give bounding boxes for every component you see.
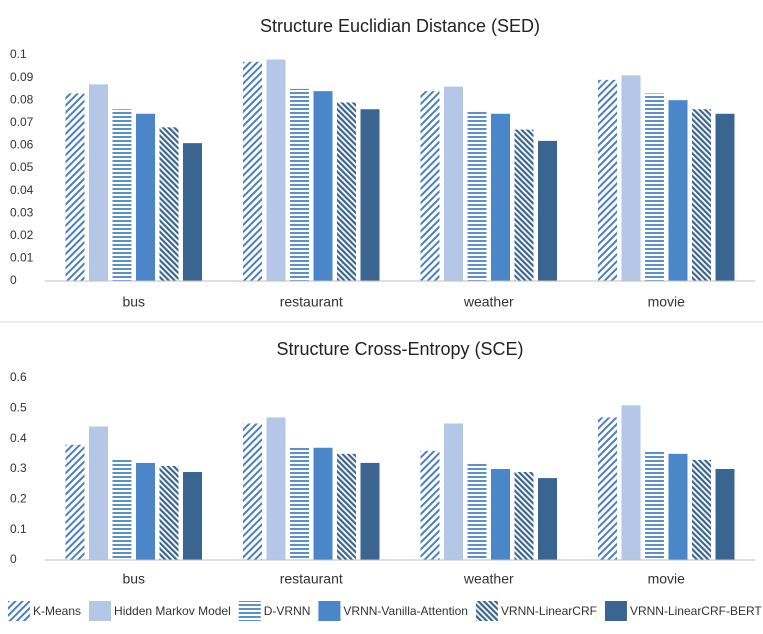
- y-tick-label: 0.01: [10, 251, 34, 265]
- legend-swatch: [89, 601, 112, 621]
- y-tick-label: 0.02: [10, 228, 34, 242]
- x-tick-label: bus: [122, 294, 145, 310]
- bar: [337, 453, 356, 560]
- bar: [112, 109, 132, 282]
- bar: [491, 469, 510, 560]
- bar: [645, 93, 664, 281]
- bar: [645, 450, 664, 560]
- legend-label: D-VRNN: [264, 604, 311, 618]
- bar: [266, 417, 286, 560]
- y-tick-label: 0.2: [10, 492, 27, 506]
- bar: [183, 472, 202, 560]
- bar: [136, 462, 155, 560]
- y-tick-label: 0: [10, 552, 17, 566]
- legend-label: Hidden Markov Model: [114, 604, 231, 618]
- bar: [266, 59, 286, 281]
- bar: [467, 111, 487, 281]
- legend-label: K-Means: [33, 604, 81, 618]
- bar: [65, 444, 85, 560]
- legend-label: VRNN-LinearCRF-BERT: [630, 604, 762, 618]
- legend-label: VRNN-LinearCRF: [501, 604, 597, 618]
- bar: [444, 423, 463, 560]
- chart-title: Structure Cross-Entropy (SCE): [276, 339, 523, 359]
- bar: [514, 129, 534, 281]
- y-tick-label: 0.09: [10, 70, 34, 84]
- legend-swatch: [604, 601, 627, 621]
- bar: [159, 127, 179, 281]
- y-tick-label: 0: [10, 273, 17, 287]
- bar: [159, 465, 179, 560]
- bar: [360, 462, 380, 560]
- bar: [136, 113, 155, 281]
- x-tick-label: restaurant: [280, 571, 343, 587]
- legend-label: VRNN-Vanilla-Attention: [343, 604, 468, 618]
- bar: [668, 453, 688, 560]
- bar: [89, 84, 108, 281]
- y-tick-label: 0.5: [10, 401, 27, 415]
- x-tick-label: bus: [122, 571, 145, 587]
- bar: [243, 423, 262, 560]
- y-tick-label: 0.07: [10, 115, 34, 129]
- y-tick-label: 0.06: [10, 138, 34, 152]
- bar: [420, 450, 440, 560]
- legend-swatch: [238, 601, 261, 621]
- bar: [65, 93, 85, 281]
- x-tick-label: movie: [648, 294, 686, 310]
- x-tick-label: movie: [648, 571, 686, 587]
- bar: [243, 61, 262, 281]
- y-tick-label: 0.6: [10, 370, 27, 384]
- bar: [89, 426, 108, 560]
- bar: [467, 462, 487, 560]
- bar: [598, 79, 617, 281]
- bar: [313, 447, 333, 560]
- bar: [621, 75, 641, 281]
- x-tick-label: restaurant: [280, 294, 343, 310]
- y-tick-label: 0.05: [10, 160, 34, 174]
- bar: [420, 91, 440, 281]
- bar: [621, 405, 641, 560]
- bar: [715, 469, 735, 560]
- legend-swatch: [475, 601, 498, 621]
- bar: [290, 88, 309, 282]
- y-tick-label: 0.1: [10, 522, 27, 536]
- y-tick-label: 0.04: [10, 183, 34, 197]
- y-tick-label: 0.03: [10, 205, 34, 219]
- y-tick-label: 0.1: [10, 47, 27, 61]
- bar: [598, 417, 617, 560]
- bar: [444, 86, 463, 281]
- y-tick-label: 0.3: [10, 461, 27, 475]
- bar: [360, 109, 380, 282]
- bar: [715, 113, 735, 281]
- bar: [491, 113, 510, 281]
- legend-swatch: [8, 601, 30, 621]
- bar: [692, 109, 711, 282]
- bar: [313, 91, 333, 281]
- bar: [183, 143, 202, 281]
- x-tick-label: weather: [463, 571, 514, 587]
- bar: [668, 100, 688, 281]
- bar: [112, 459, 132, 560]
- bar: [538, 140, 557, 281]
- x-tick-label: weather: [463, 294, 514, 310]
- bar: [692, 459, 711, 560]
- bar: [337, 102, 356, 282]
- y-tick-label: 0.4: [10, 431, 27, 445]
- legend-swatch: [318, 601, 341, 621]
- y-tick-label: 0.08: [10, 92, 34, 106]
- bar: [514, 472, 534, 560]
- bar: [538, 478, 557, 560]
- chart-title: Structure Euclidian Distance (SED): [260, 16, 540, 36]
- bar: [290, 447, 309, 560]
